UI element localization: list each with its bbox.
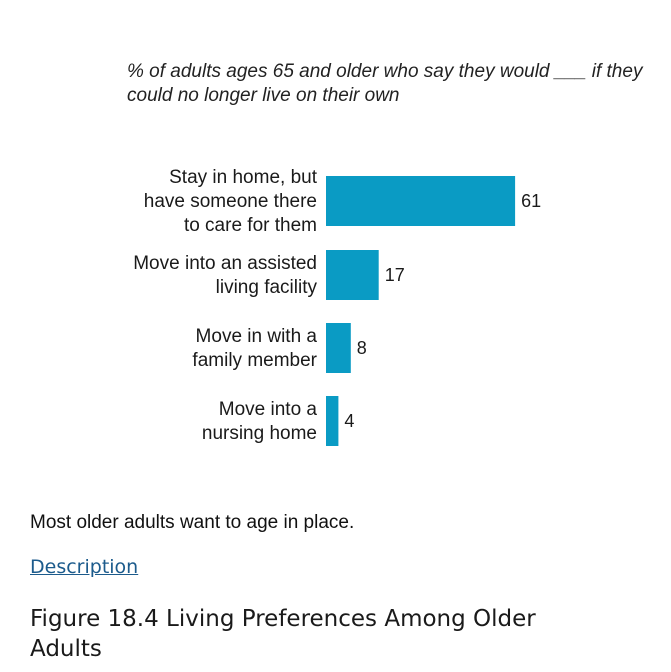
chart-container: % of adults ages 65 and older who say th… xyxy=(127,61,648,446)
bar-value-label: 17 xyxy=(385,265,405,285)
description-link[interactable]: Description xyxy=(30,556,139,578)
bar-value-label: 4 xyxy=(344,411,354,431)
category-label: Move into a nursing home xyxy=(202,399,318,444)
category-label: Move in with a family member xyxy=(192,326,317,371)
bar-value-label: 61 xyxy=(521,191,541,211)
category-label: Move into an assisted living facility xyxy=(133,253,317,298)
chart-subtitle: % of adults ages 65 and older who say th… xyxy=(127,61,648,106)
category-label: Stay in home, but have someone there to ca… xyxy=(144,167,318,236)
bar-0 xyxy=(326,176,516,226)
bar-2 xyxy=(326,323,351,373)
figure-title: Figure 18.4 Living Preferences Among Old… xyxy=(30,606,536,662)
bar-1 xyxy=(326,250,379,300)
bar-3 xyxy=(326,396,339,446)
figure-caption: Most older adults want to age in place. xyxy=(30,512,355,533)
bar-chart: 61 Stay in home, but have someone there to … xyxy=(133,167,541,446)
bar-value-label: 8 xyxy=(357,338,367,358)
